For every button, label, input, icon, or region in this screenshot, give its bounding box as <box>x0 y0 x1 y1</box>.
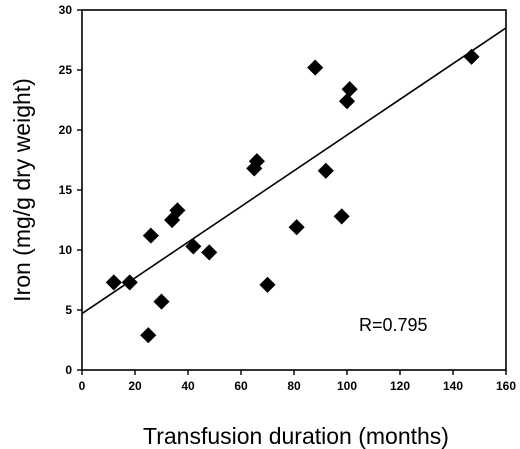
data-point <box>248 153 265 170</box>
data-point <box>185 238 202 255</box>
correlation-annotation: R=0.795 <box>359 315 428 335</box>
plot-area: 0 20 40 60 80 100 120 140 160 0 5 10 15 20 25 30 <box>59 3 517 393</box>
x-tick-label: 60 <box>234 379 248 393</box>
data-point <box>121 274 138 291</box>
y-tick-label: 20 <box>59 123 73 137</box>
data-point <box>140 327 157 344</box>
x-tick-label: 40 <box>181 379 195 393</box>
data-point <box>169 202 186 219</box>
plot-frame <box>81 9 507 371</box>
x-tick-label: 0 <box>79 379 86 393</box>
data-point <box>307 59 324 76</box>
y-tick-label: 30 <box>59 3 73 17</box>
x-tick-label: 80 <box>287 379 301 393</box>
x-tick-label: 20 <box>128 379 142 393</box>
x-tick-label: 120 <box>390 379 410 393</box>
data-point <box>338 93 356 110</box>
data-point <box>259 276 276 293</box>
data-point <box>288 219 305 236</box>
data-point <box>333 208 350 225</box>
y-tick-label: 5 <box>65 303 72 317</box>
data-point <box>142 227 159 244</box>
y-axis-title: Iron (mg/g dry weight) <box>9 78 35 302</box>
y-tick-label: 15 <box>59 183 73 197</box>
data-point <box>463 48 480 65</box>
x-tick-label: 160 <box>496 379 516 393</box>
data-point <box>341 81 358 98</box>
y-tick-label: 10 <box>59 243 73 257</box>
x-tick-label: 100 <box>337 379 357 393</box>
x-tick-label: 140 <box>443 379 463 393</box>
data-point <box>317 162 334 179</box>
y-tick-label: 0 <box>65 363 72 377</box>
x-axis-title: Transfusion duration (months) <box>143 423 449 449</box>
data-point <box>153 293 170 310</box>
regression-line <box>81 27 507 315</box>
data-point <box>201 244 218 261</box>
y-tick-label: 25 <box>59 63 73 77</box>
data-point <box>105 274 122 291</box>
